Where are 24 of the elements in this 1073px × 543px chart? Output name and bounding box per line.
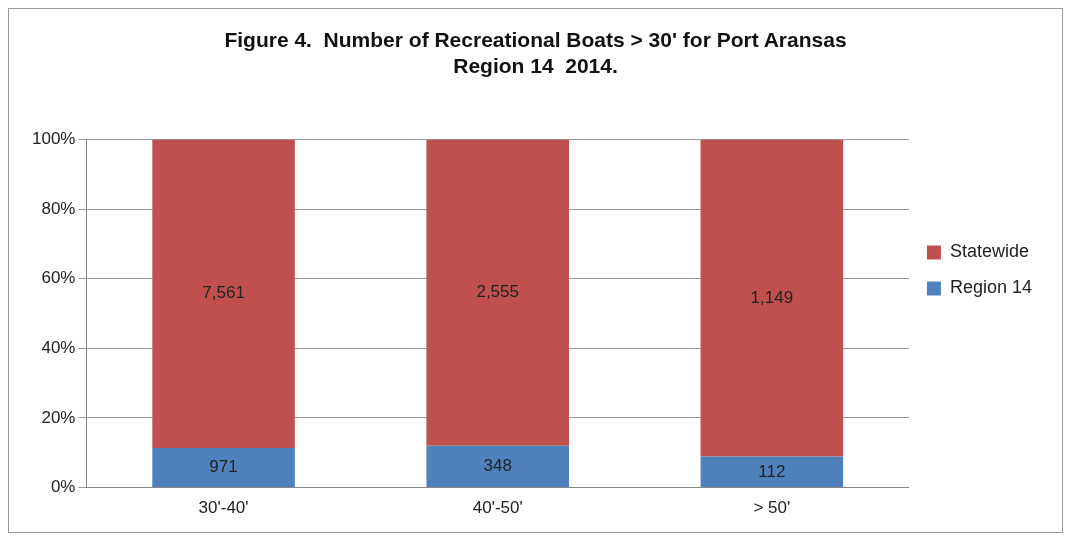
annotation: 7,561	[202, 283, 245, 303]
y-tick-label: 60%	[41, 268, 76, 288]
y-tick-label: 0%	[50, 477, 76, 497]
bar	[426, 139, 569, 446]
annotation: 2,555	[476, 282, 519, 302]
annotation: 112	[758, 461, 786, 481]
annotation: 971	[209, 457, 238, 477]
legend-label: Region 14	[949, 277, 1033, 298]
annotation: 1,149	[750, 287, 794, 307]
y-tick-label: 20%	[41, 407, 76, 427]
legend-label: Statewide	[949, 241, 1029, 262]
bar	[152, 447, 295, 488]
x-tick-label: 40'-50'	[472, 498, 523, 518]
bar	[700, 456, 844, 488]
bar	[426, 445, 569, 488]
x-tick-label: 30'-40'	[198, 498, 249, 518]
chart-title: Figure 4. Number of Recreational Boats > 30' for Port Aransas Region 14 2014.	[224, 28, 847, 77]
y-tick-label: 40%	[41, 338, 76, 358]
bar	[152, 139, 295, 448]
annotation: 348	[483, 456, 512, 476]
y-tick-label: 100%	[32, 129, 76, 149]
y-tick-label: 80%	[41, 198, 76, 218]
x-tick-label: > 50'	[753, 498, 791, 518]
bar	[700, 139, 844, 457]
